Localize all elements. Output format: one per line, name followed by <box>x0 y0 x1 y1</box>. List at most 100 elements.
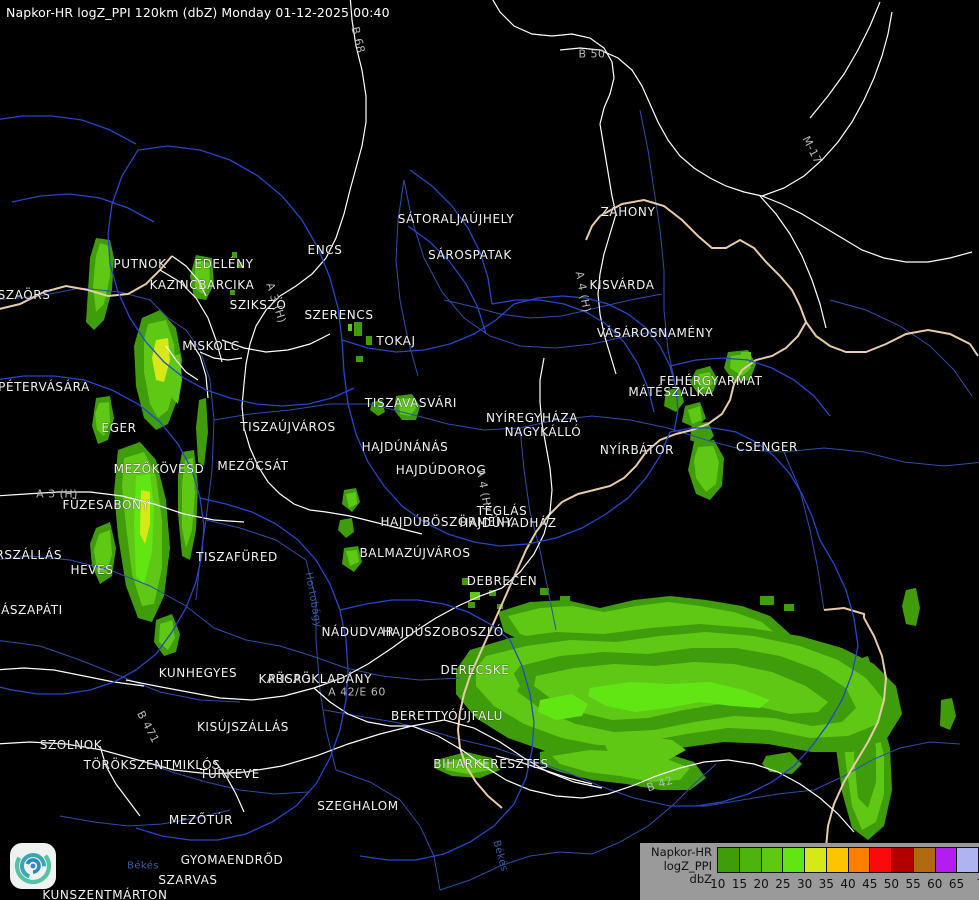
legend-scale: 10 15 20 25 30 35 40 45 50 55 60 65 70 <box>710 843 979 894</box>
city-label: TÉGLÁS <box>476 504 528 518</box>
road-label: B 50 <box>578 47 606 61</box>
city-label: NYÍRSZÁLLÁS <box>0 548 63 562</box>
city-label: TÚRKEVE <box>200 767 260 781</box>
legend-color-cell <box>805 848 827 872</box>
city-label: SZIKSZÓ <box>229 298 287 312</box>
legend-tick: 55 <box>905 877 921 891</box>
legend-color-cell <box>783 848 805 872</box>
legend-color-cell <box>739 848 762 872</box>
city-label: SZARVAS <box>158 873 218 887</box>
city-label: MEZŐKÖVESD <box>113 462 205 476</box>
city-label: KISVÁRDA <box>589 278 655 292</box>
legend-color-cell <box>718 848 740 872</box>
city-label: TISZAFÜRED <box>196 550 278 564</box>
city-label: NÁDUDVAR <box>321 625 395 639</box>
legend-tick: 60 <box>927 877 943 891</box>
legend-tick: 10 <box>710 877 726 891</box>
city-label: SZERENCS <box>304 308 374 322</box>
city-label: SZOLNOK <box>39 738 103 752</box>
legend-color-cell <box>761 848 784 872</box>
city-label: FEHÉRGYARMAT <box>659 374 763 388</box>
city-label: EGER <box>101 421 137 435</box>
river-layer <box>0 109 979 891</box>
legend-tick: 45 <box>862 877 878 891</box>
city-label: DEBRECEN <box>466 574 538 588</box>
legend-color-cell <box>935 848 958 872</box>
city-label: TISZAÚJVÁROS <box>240 420 336 434</box>
legend-line-3: dbZ <box>689 872 712 886</box>
city-label: HAJDÚSZOBOSZLÓ <box>382 625 504 639</box>
city-label: VÁSÁROSNAMÉNY <box>596 326 714 340</box>
legend-tick: 20 <box>753 877 769 891</box>
city-label: NYÍREGYHÁZA <box>485 411 579 425</box>
city-label: KARCAG <box>258 672 312 686</box>
city-label: CSENGER <box>736 440 798 454</box>
city-label: MÁTÉSZALKA <box>628 385 714 399</box>
legend-tick: 50 <box>883 877 900 891</box>
legend-color-cell <box>892 848 914 872</box>
city-label: PÜSPÖKLADÁNY <box>267 672 373 686</box>
city-label: EDELÉNY <box>194 257 254 271</box>
city-label: GYOMAENDRŐD <box>180 853 284 867</box>
road-layer <box>0 0 973 833</box>
city-label: DERECSKE <box>440 663 510 677</box>
legend-line-1: Napkor-HR <box>650 845 712 859</box>
page-title: Napkor-HR logZ_PPI 120km (dbZ) Monday 01… <box>6 5 390 20</box>
city-label: KUNHEGYES <box>158 666 238 680</box>
city-label: NAGYKÁLLÓ <box>504 425 582 439</box>
city-label: FÜZESABONY <box>62 498 150 512</box>
city-label: ZÁHONY <box>600 205 656 219</box>
city-label: TÖRÖKSZENTMIKLÓS <box>83 758 221 772</box>
spiral-logo <box>10 843 56 889</box>
city-label: SÁROSPATAK <box>428 248 512 262</box>
country-border-layer <box>0 198 979 891</box>
legend-tick: 15 <box>731 877 748 891</box>
legend-color-cell <box>957 848 978 872</box>
precipitation-echo-layer <box>86 238 956 840</box>
city-label: HAJDÚHADHÁZ <box>459 516 557 530</box>
city-label: SÁTORALJAÚJHELY <box>397 212 515 226</box>
city-label: MEZŐCSÁT <box>217 459 289 473</box>
legend-tick: 65 <box>948 877 965 891</box>
city-label: NYÍRBÁTOR <box>599 443 675 457</box>
city-label: SZEGHALOM <box>317 799 399 813</box>
city-label: KISÚJSZÁLLÁS <box>196 720 290 734</box>
city-label: HAJDÚDOROG <box>395 463 487 477</box>
city-label: HAJDÚNÁNÁS <box>361 440 449 454</box>
city-label: TISZAÖRS <box>0 288 51 302</box>
city-label: MISKOLC <box>182 339 240 353</box>
legend-caption: Napkor-HR logZ_PPI dbZ <box>640 843 717 887</box>
city-label: JÁSZAPÁTI <box>0 603 63 617</box>
legend-tick-labels: 10 15 20 25 30 35 40 45 50 55 60 65 70 <box>707 874 979 894</box>
city-label: PUTNOK <box>113 257 167 271</box>
city-label: KUNSZENTMÁRTON <box>42 888 168 900</box>
road-label: A 42/E 60 <box>328 685 386 699</box>
river-label: Békés <box>127 860 159 872</box>
city-label: BERETTYÓÚJFALU <box>391 709 503 723</box>
city-label: BALMAZÚJVÁROS <box>359 546 471 560</box>
legend-color-cell <box>913 848 936 872</box>
legend-line-2: logZ_PPI <box>663 858 712 873</box>
city-label: HAJDÚBÖSZÖRMÉNY <box>380 515 514 529</box>
city-label: MEZŐTÚR <box>168 813 234 827</box>
legend-tick: 30 <box>796 877 813 891</box>
legend-color-bar <box>717 847 979 873</box>
city-label: TISZAVASVÁRI <box>364 396 458 410</box>
city-label: KAZINCBARCIKA <box>149 278 255 292</box>
legend-tick: 35 <box>818 877 834 891</box>
legend-color-cell <box>826 848 849 872</box>
legend-tick: 70 <box>973 877 979 891</box>
city-label: PÉTERVÁSÁRA <box>0 380 90 394</box>
city-label: HEVES <box>70 563 114 577</box>
administrative-boundary-layer <box>0 115 859 861</box>
spiral-logo-icon <box>14 847 52 885</box>
road-label: A 3 (H) <box>36 487 78 501</box>
city-label: BIHARKERESZTES <box>433 757 549 771</box>
legend-tick: 40 <box>840 877 856 891</box>
legend-color-cell <box>870 848 892 872</box>
city-label: TOKAJ <box>376 334 416 348</box>
legend-color-cell <box>848 848 871 872</box>
city-label: ENCS <box>307 243 343 257</box>
